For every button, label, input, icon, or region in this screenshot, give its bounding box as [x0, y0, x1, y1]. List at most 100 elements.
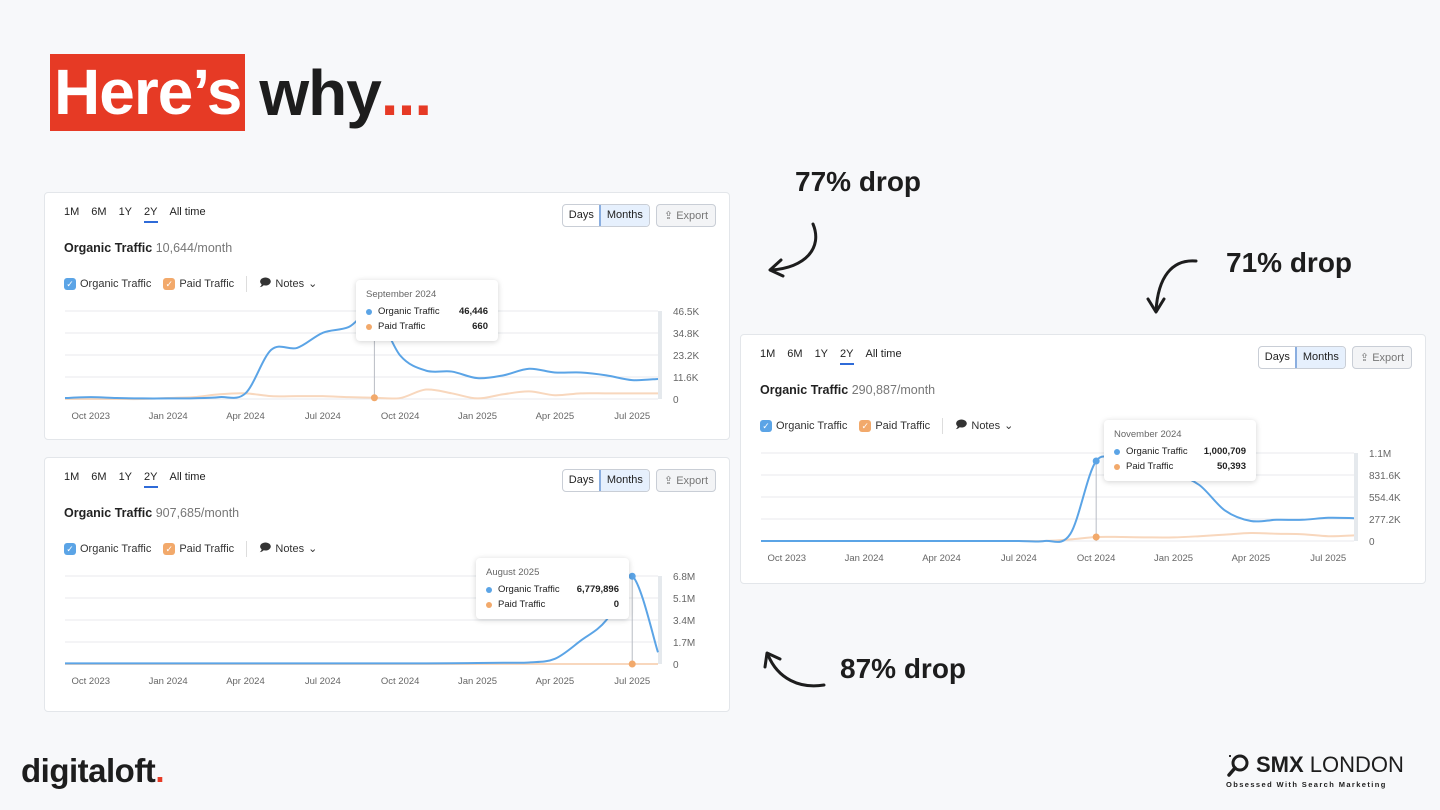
period-tab[interactable]: 6M	[787, 348, 803, 360]
scroll-edge	[1354, 453, 1358, 541]
legend-organic-checkbox[interactable]: ✓ Organic Traffic	[64, 277, 152, 290]
paid-point[interactable]	[1092, 533, 1100, 541]
days-button[interactable]: Days	[1264, 351, 1290, 363]
legend-organic-label: Organic Traffic	[80, 277, 152, 290]
period-tab[interactable]: 1Y	[118, 206, 133, 218]
period-tab[interactable]: All time	[865, 348, 902, 360]
x-tick-label: Jul 2024	[305, 676, 341, 687]
check-icon: ✓	[64, 277, 76, 290]
x-tick-label: Jul 2025	[1310, 553, 1346, 564]
export-label: Export	[1372, 352, 1404, 364]
headline: Here’s why ...	[50, 54, 432, 131]
y-tick-label: 34.8K	[673, 329, 699, 340]
tooltip-paid-label: Paid Traffic	[378, 321, 426, 332]
paid-point[interactable]	[628, 660, 636, 668]
digitaloft-logo: digitaloft.	[21, 752, 164, 789]
legend-paid-checkbox[interactable]: ✓ Paid Traffic	[163, 542, 234, 555]
period-tab[interactable]: 1Y	[118, 471, 133, 483]
months-button[interactable]: Months	[598, 470, 649, 491]
tooltip-paid-value: 660	[472, 321, 488, 332]
months-button[interactable]: Months	[598, 205, 649, 226]
period-tab[interactable]: All time	[169, 206, 206, 218]
months-button[interactable]: Months	[1294, 347, 1345, 368]
legend-organic-checkbox[interactable]: ✓ Organic Traffic	[760, 419, 848, 432]
notes-dropdown[interactable]: 🗩 Notes ⌄	[955, 416, 1013, 435]
organic-dot-icon	[366, 308, 372, 315]
tooltip-organic-value: 6,779,896	[576, 584, 619, 595]
notes-dropdown[interactable]: 🗩 Notes ⌄	[259, 539, 317, 558]
export-button[interactable]: ⇪ Export	[655, 469, 716, 492]
legend-paid-label: Paid Traffic	[179, 277, 235, 290]
x-tick-label: Oct 2023	[72, 676, 111, 687]
period-tab[interactable]: 1Y	[814, 348, 829, 360]
check-icon: ✓	[163, 542, 176, 555]
period-tab[interactable]: 6M	[91, 206, 107, 218]
organic-point[interactable]	[628, 572, 636, 580]
chart-tooltip: November 2024 Organic Traffic 1,000,709 P…	[1104, 420, 1256, 481]
headline-highlight: Here’s	[50, 54, 246, 131]
tooltip-month: November 2024	[1114, 429, 1182, 440]
period-tab[interactable]: 2Y	[144, 471, 158, 488]
organic-point[interactable]	[1092, 457, 1100, 465]
period-tab[interactable]: 1M	[760, 348, 776, 360]
notes-label: Notes	[971, 419, 1001, 432]
x-tick-label: Apr 2024	[922, 553, 961, 564]
x-tick-label: Jan 2024	[149, 676, 188, 687]
export-button[interactable]: ⇪ Export	[655, 204, 716, 227]
period-tab[interactable]: 6M	[91, 471, 107, 483]
tooltip-month: September 2024	[366, 289, 437, 300]
organic-traffic-line	[761, 455, 1355, 543]
divider	[246, 540, 248, 557]
chevron-down-icon: ⌄	[1004, 420, 1014, 432]
legend-organic-label: Organic Traffic	[776, 419, 848, 432]
organic-dot-icon	[486, 586, 492, 593]
x-tick-label: Jan 2025	[458, 676, 497, 687]
x-tick-label: Apr 2024	[226, 411, 265, 422]
organic-dot-icon	[1114, 448, 1120, 455]
metric-name: Organic Traffic	[64, 241, 153, 255]
paid-dot-icon	[486, 601, 492, 608]
days-button[interactable]: Days	[568, 474, 594, 486]
upload-icon: ⇪	[663, 475, 677, 487]
line-chart: 0 1.7M 3.4M 5.1M 6.8M Oct 2023 Jan 2024 Apr 202…	[65, 572, 695, 687]
period-tab[interactable]: 1M	[64, 206, 80, 218]
paid-dot-icon	[1114, 463, 1120, 470]
x-tick-label: Jan 2024	[845, 553, 884, 564]
y-tick-label: 0	[673, 395, 679, 406]
comment-icon: 🗩	[259, 277, 272, 289]
smx-london-logo: SMX LONDON Obsessed With Search Marketin…	[1226, 752, 1404, 789]
days-button[interactable]: Days	[568, 209, 594, 221]
y-tick-label: 554.4K	[1369, 493, 1401, 504]
period-tab[interactable]: All time	[169, 471, 206, 483]
tooltip-organic-label: Organic Traffic	[378, 306, 440, 317]
export-label: Export	[676, 210, 708, 222]
x-tick-label: Jan 2025	[1154, 553, 1193, 564]
legend-organic-checkbox[interactable]: ✓ Organic Traffic	[64, 542, 151, 555]
chevron-down-icon: ⌄	[308, 543, 318, 555]
period-tab[interactable]: 1M	[64, 471, 80, 483]
check-icon: ✓	[859, 419, 872, 432]
y-tick-label: 0	[673, 660, 679, 671]
traffic-chart-card: 1M 6M 1Y 2Y All time Days Months ⇪ Export Or…	[740, 334, 1426, 584]
headline-text: why	[259, 56, 381, 129]
x-tick-label: Jul 2025	[614, 411, 650, 422]
period-tabs: 1M 6M 1Y 2Y All time	[760, 348, 902, 365]
period-tab[interactable]: 2Y	[144, 206, 158, 223]
divider	[942, 417, 944, 434]
legend-paid-checkbox[interactable]: ✓ Paid Traffic	[163, 277, 235, 290]
magnifier-icon	[1227, 754, 1249, 777]
annotation-77-drop: 77% drop	[795, 166, 922, 197]
metric-value: 907,685/month	[155, 506, 240, 520]
notes-label: Notes	[275, 542, 305, 555]
paid-point[interactable]	[370, 394, 378, 402]
metric-value: 10,644/month	[155, 241, 233, 255]
check-icon: ✓	[163, 277, 176, 290]
x-tick-label: Jul 2025	[614, 676, 650, 687]
upload-icon: ⇪	[1359, 352, 1373, 364]
notes-dropdown[interactable]: 🗩 Notes ⌄	[259, 274, 317, 293]
granularity-toggle: Days Months	[561, 204, 650, 227]
export-button[interactable]: ⇪ Export	[1351, 346, 1412, 369]
legend-paid-checkbox[interactable]: ✓ Paid Traffic	[859, 419, 930, 432]
period-tab[interactable]: 2Y	[840, 348, 854, 365]
y-tick-label: 46.5K	[673, 307, 699, 318]
